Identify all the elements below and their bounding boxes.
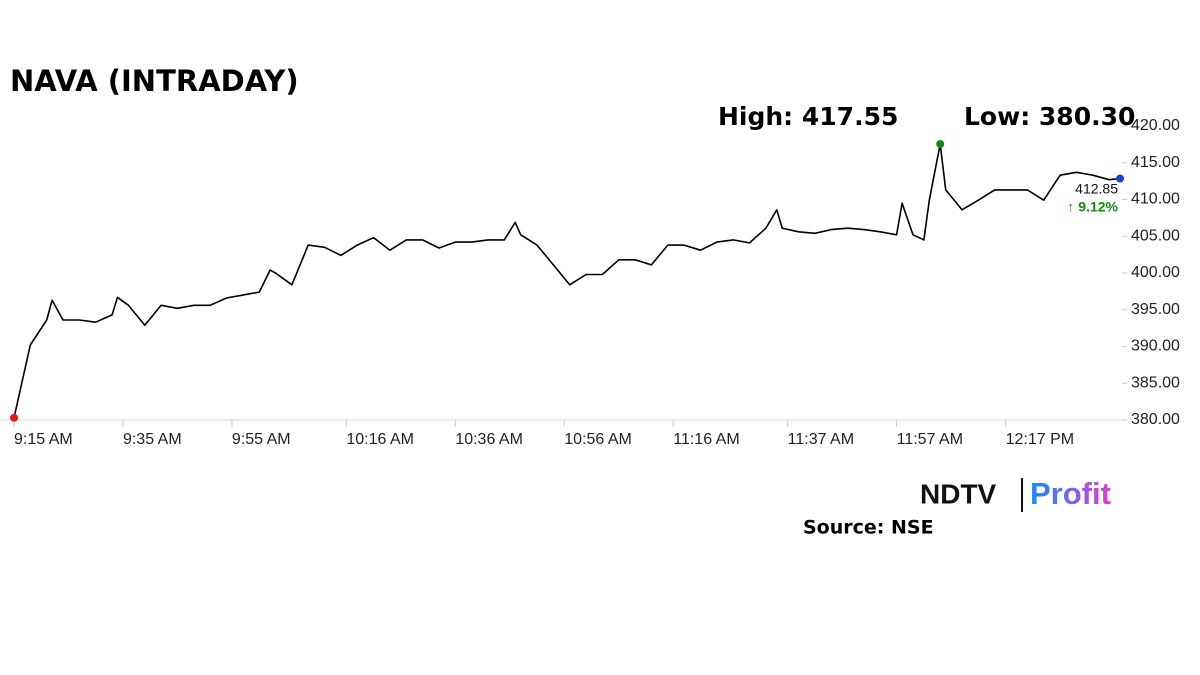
y-tick-label: 405.00 (1131, 227, 1180, 244)
x-tick-label: 11:16 AM (673, 431, 739, 448)
source: Source: NSE (803, 517, 934, 539)
x-tick-label: 12:17 PM (1006, 431, 1074, 448)
y-tick-label: 420.00 (1131, 117, 1180, 134)
high-label: High: 417.55 (718, 102, 898, 131)
x-tick-label: 10:56 AM (564, 431, 632, 448)
low-marker (10, 413, 18, 422)
high-marker (936, 140, 945, 149)
last-marker (1116, 174, 1124, 183)
price-line (13, 143, 1121, 418)
brand-suffix: Profit (1030, 476, 1111, 511)
y-tick-label: 410.00 (1131, 191, 1180, 208)
x-tick-label: 10:36 AM (455, 431, 523, 448)
y-tick-label: 415.00 (1131, 154, 1180, 171)
brand: NDTV (920, 478, 997, 509)
low-label: Low: 380.30 (964, 102, 1135, 131)
chart-title: NAVA (INTRADAY) (10, 64, 299, 98)
y-tick-label: 385.00 (1131, 374, 1180, 391)
y-tick-label: 395.00 (1131, 301, 1180, 318)
x-tick-label: 9:55 AM (232, 431, 291, 448)
y-tick-label: 400.00 (1131, 264, 1180, 281)
y-tick-label: 390.00 (1131, 338, 1180, 355)
x-tick-label: 9:35 AM (123, 431, 182, 448)
change-label: ↑ 9.12% (1067, 198, 1118, 214)
y-tick-label: 380.00 (1131, 411, 1180, 428)
x-tick-label: 10:16 AM (346, 431, 414, 448)
x-tick-label: 11:57 AM (897, 431, 963, 448)
last-price-label: 412.85 (1075, 180, 1118, 196)
x-tick-label: 9:15 AM (14, 431, 73, 448)
x-tick-label: 11:37 AM (788, 431, 854, 448)
